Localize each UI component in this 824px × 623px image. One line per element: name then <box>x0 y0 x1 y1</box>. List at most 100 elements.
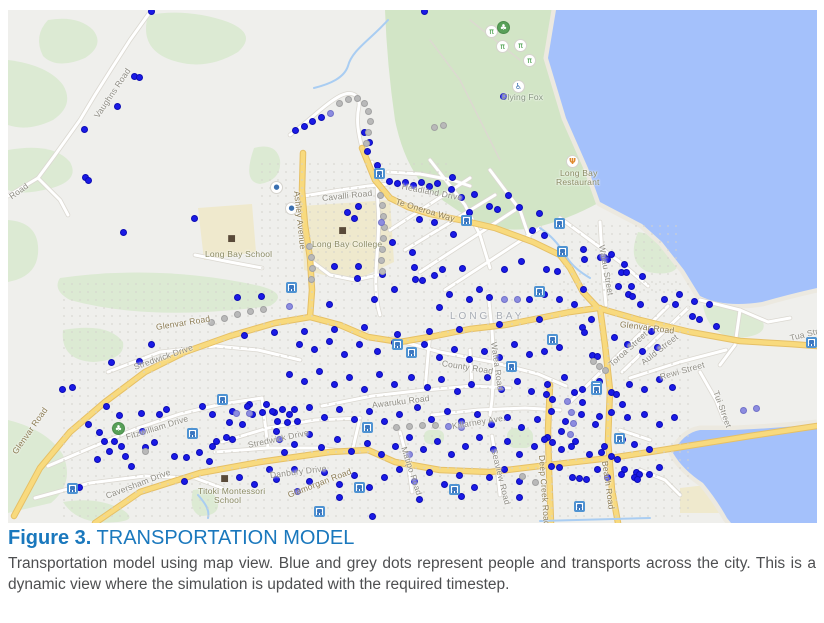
bus-stop-icon <box>591 384 602 395</box>
person-dot <box>118 443 125 450</box>
map-label: LONG BAY <box>450 311 525 322</box>
person-dot <box>543 391 550 398</box>
person-dot <box>558 446 565 453</box>
person-dot <box>428 416 435 423</box>
person-dot <box>421 341 428 348</box>
wheelchair-icon: ♿ <box>512 80 525 93</box>
transport-dot-active <box>501 296 508 303</box>
map-label: Long Bay School <box>205 249 273 259</box>
person-dot <box>136 358 143 365</box>
transport-dot <box>365 129 372 136</box>
person-dot <box>549 396 556 403</box>
person-dot <box>641 411 648 418</box>
person-dot <box>346 374 353 381</box>
person-dot <box>713 323 720 330</box>
person-dot <box>369 513 376 520</box>
person-dot <box>421 10 428 15</box>
figure-caption: Figure 3. TRANSPORTATION MODEL Transport… <box>8 526 816 596</box>
person-dot <box>81 126 88 133</box>
person-dot <box>583 476 590 483</box>
transport-dot <box>354 95 361 102</box>
person-dot <box>474 411 481 418</box>
person-dot <box>576 475 583 482</box>
bus-stop-icon <box>614 433 625 444</box>
transport-dot <box>419 422 426 429</box>
person-dot <box>646 446 653 453</box>
person-dot <box>592 421 599 428</box>
person-dot <box>309 118 316 125</box>
person-dot <box>543 266 550 273</box>
person-dot <box>416 216 423 223</box>
transport-dot <box>393 424 400 431</box>
person-dot <box>196 449 203 456</box>
bus-stop-icon <box>534 286 545 297</box>
person-dot <box>556 296 563 303</box>
bus-stop-icon <box>362 422 373 433</box>
person-dot <box>629 293 636 300</box>
figure-title-text: TRANSPORTATION MODEL <box>91 527 355 549</box>
transport-dot-active <box>740 407 747 414</box>
person-dot <box>241 332 248 339</box>
person-dot <box>351 416 358 423</box>
transport-dot <box>406 423 413 430</box>
person-dot <box>588 316 595 323</box>
person-dot <box>191 215 198 222</box>
person-dot <box>648 328 655 335</box>
person-dot <box>671 414 678 421</box>
person-dot <box>411 264 418 271</box>
person-dot <box>316 368 323 375</box>
person-dot <box>456 326 463 333</box>
person-dot <box>402 179 409 186</box>
person-dot <box>594 466 601 473</box>
person-dot <box>226 419 233 426</box>
person-dot <box>321 469 328 476</box>
transport-dot <box>532 479 539 486</box>
person-dot <box>263 401 270 408</box>
person-dot <box>579 399 586 406</box>
picnic-icon: π <box>514 39 527 52</box>
person-dot <box>486 474 493 481</box>
transport-dot <box>378 257 385 264</box>
person-dot <box>59 386 66 393</box>
person-dot <box>634 476 641 483</box>
transport-dot <box>309 265 316 272</box>
poi-blue-icon: ● <box>270 181 283 194</box>
person-dot <box>608 409 615 416</box>
person-dot <box>96 429 103 436</box>
person-dot <box>294 488 301 495</box>
person-dot <box>505 192 512 199</box>
person-dot <box>294 418 301 425</box>
person-dot <box>381 474 388 481</box>
person-dot <box>431 219 438 226</box>
person-dot <box>572 438 579 445</box>
transport-dot-active <box>564 398 571 405</box>
person-dot <box>103 403 110 410</box>
bus-stop-icon <box>557 246 568 257</box>
bus-stop-icon <box>314 506 325 517</box>
person-dot <box>416 496 423 503</box>
person-dot <box>301 378 308 385</box>
person-dot <box>381 418 388 425</box>
person-dot <box>148 10 155 15</box>
person-dot <box>291 441 298 448</box>
person-dot <box>306 404 313 411</box>
person-dot <box>271 329 278 336</box>
person-dot <box>661 296 668 303</box>
picnic-icon: π <box>523 54 536 67</box>
person-dot <box>341 351 348 358</box>
person-dot <box>498 386 505 393</box>
person-dot <box>321 414 328 421</box>
person-dot <box>286 411 293 418</box>
person-dot <box>468 381 475 388</box>
person-dot <box>163 406 170 413</box>
person-dot <box>122 453 129 460</box>
person-dot <box>239 421 246 428</box>
person-dot <box>536 316 543 323</box>
figure-label: Figure 3. <box>8 527 92 549</box>
person-dot <box>306 478 313 485</box>
map: π π π π ♣ ♣ ♿ Ψ ■ ■ ■ ● ● Vaughns Road Road Cavalli Roa… <box>8 10 817 523</box>
person-dot <box>608 251 615 258</box>
person-dot <box>286 371 293 378</box>
person-dot <box>500 93 507 100</box>
person-dot <box>406 434 413 441</box>
